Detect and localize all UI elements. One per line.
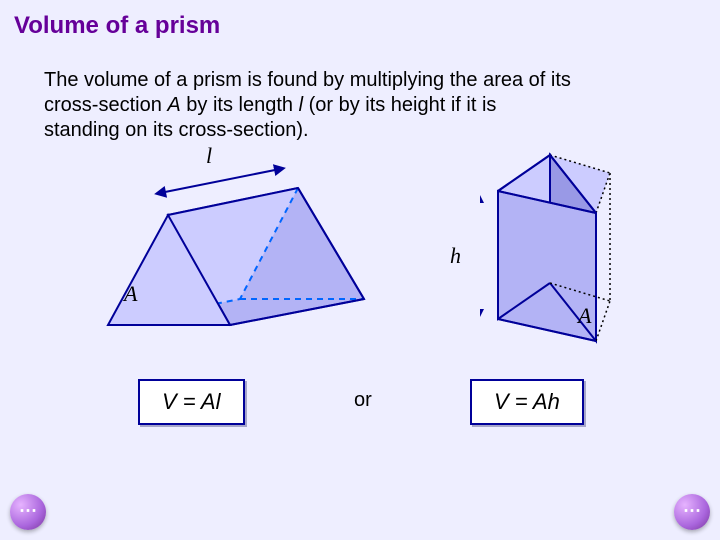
body-A: A [167, 94, 180, 116]
formula-row: V = Al or V = Ah [0, 373, 720, 443]
label-h: h [450, 243, 461, 269]
formula-right: V = Ah [470, 379, 584, 425]
diagram-area: l A h A [0, 143, 720, 373]
or-text: or [354, 389, 372, 412]
label-A-left: A [124, 281, 137, 307]
body-paragraph: The volume of a prism is found by multip… [0, 40, 720, 143]
body-line2a: cross-section [44, 94, 167, 116]
label-A-right: A [578, 303, 591, 329]
right-prism [480, 143, 680, 373]
body-line3: standing on its cross-section). [44, 119, 309, 141]
label-l: l [206, 143, 212, 169]
formula-left: V = Al [138, 379, 245, 425]
body-line2b: by its length [181, 94, 299, 116]
next-button[interactable] [674, 494, 710, 530]
left-prism [50, 153, 410, 363]
body-line2c: (or by its height if it is [303, 94, 496, 116]
page-title: Volume of a prism [0, 0, 720, 40]
prev-button[interactable] [10, 494, 46, 530]
body-line1: The volume of a prism is found by multip… [44, 69, 571, 91]
